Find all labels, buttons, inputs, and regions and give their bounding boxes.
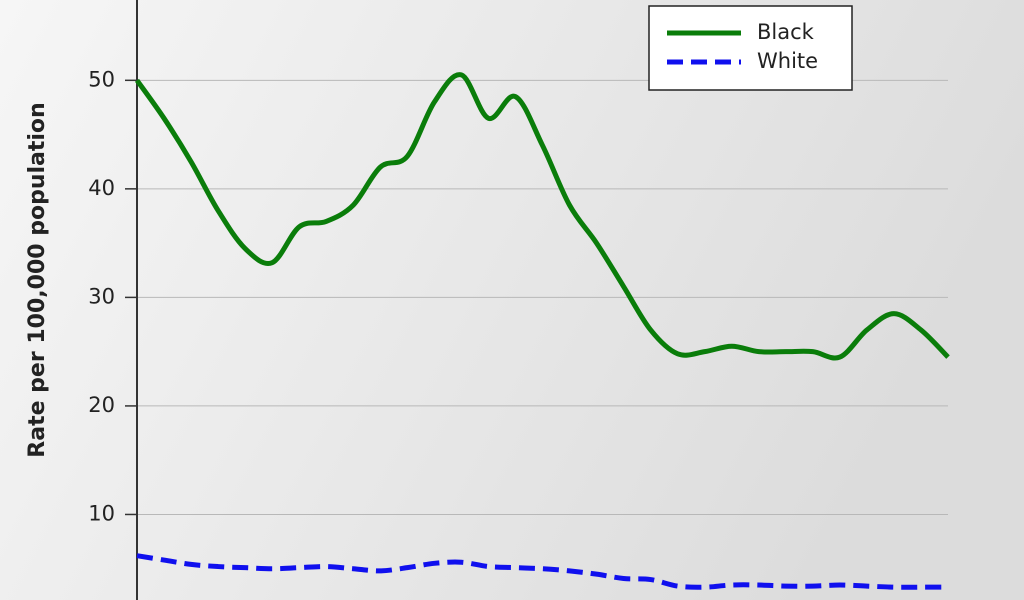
y-tick-label: 20 (88, 393, 115, 417)
y-tick-label: 40 (88, 176, 115, 200)
y-tick-label: 30 (88, 284, 115, 308)
series-line (134, 72, 950, 361)
y-tick-label: 10 (88, 501, 115, 525)
legend-label: White (757, 49, 818, 73)
y-axis-label: Rate per 100,000 population (25, 102, 50, 457)
legend-label: Black (757, 20, 815, 44)
legend-box (648, 5, 853, 91)
y-tick-label: 50 (88, 67, 115, 91)
series-line (136, 553, 948, 590)
